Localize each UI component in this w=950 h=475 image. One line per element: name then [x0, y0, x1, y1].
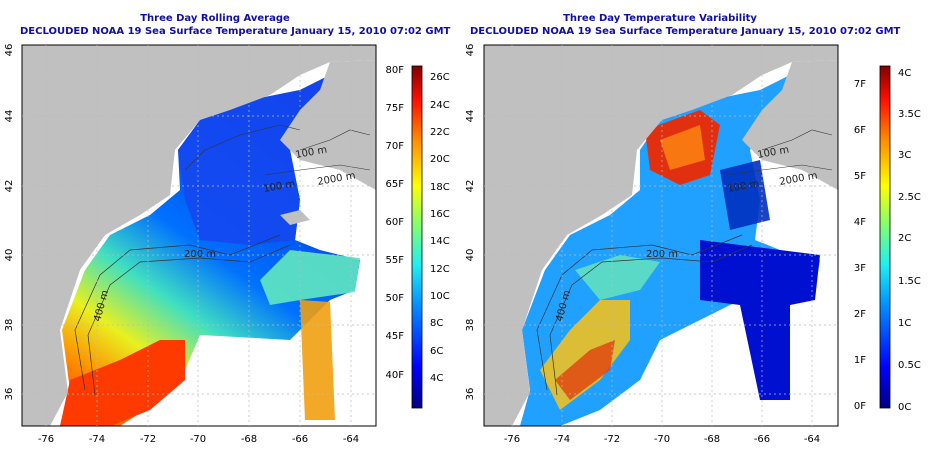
left-colorbar-c-label: 14C: [430, 236, 450, 247]
left-lon-tick: -72: [140, 434, 156, 445]
right-contour-label-100m-a: 100 m: [757, 145, 790, 161]
left-lat-tick: 40: [4, 249, 15, 262]
left-lat-tick: 38: [4, 319, 15, 332]
left-contour-label-200m: 200 m: [184, 249, 216, 260]
left-colorbar-f-label: 80F: [386, 65, 405, 76]
right-lat-tick: 40: [465, 249, 476, 262]
left-lon-tick: -70: [190, 434, 206, 445]
left-colorbar-f-label: 55F: [386, 255, 405, 266]
left-grid: [22, 45, 376, 426]
left-colorbar-c-label: 18C: [430, 182, 450, 193]
right-colorbar-c-label: 4C: [898, 68, 911, 79]
right-contour-label-200m: 200 m: [646, 249, 678, 260]
left-colorbar-f-label: 65F: [386, 179, 405, 190]
right-colorbar-f-label: 5F: [854, 171, 866, 182]
right-lon-tick: -66: [754, 434, 770, 445]
right-colorbar-c-label: 1.5C: [898, 276, 921, 287]
left-contour-label-100m-a: 100 m: [295, 145, 328, 161]
right-lon-tick: -68: [704, 434, 720, 445]
left-colorbar-f-label: 75F: [386, 103, 405, 114]
right-colorbar-f-label: 6F: [854, 125, 866, 136]
right-colorbar-c-label: 0.5C: [898, 360, 921, 371]
left-lon-tick: -74: [89, 434, 105, 445]
left-title: Three Day Rolling Average DECLOUDED NOAA…: [20, 12, 451, 38]
left-colorbar-c-label: 10C: [430, 291, 450, 302]
left-colorbar-c-label: 8C: [430, 318, 443, 329]
left-land: [22, 45, 376, 426]
left-title-line1: Three Day Rolling Average: [140, 13, 290, 24]
right-map-area: [484, 45, 838, 426]
right-title-line2: DECLOUDED NOAA 19 Sea Surface Temperatur…: [470, 26, 901, 37]
right-colorbar-f-label: 4F: [854, 217, 866, 228]
left-colorbar-c-label: 6C: [430, 346, 443, 357]
left-lat-tick: 44: [4, 110, 15, 123]
right-colorbar-f-label: 7F: [854, 79, 866, 90]
left-colorbar-c-label: 16C: [430, 209, 450, 220]
right-title: Three Day Temperature Variability DECLOU…: [470, 12, 901, 38]
right-colorbar-f-label: 0F: [854, 401, 866, 412]
left-colorbar-f-label: 70F: [386, 141, 405, 152]
left-lon-tick: -68: [241, 434, 257, 445]
right-lat-tick: 36: [465, 388, 476, 401]
right-colorbar-c-label: 3C: [898, 150, 911, 161]
left-lat-tick: 42: [4, 180, 15, 193]
left-lon-tick: -64: [343, 434, 359, 445]
right-lat-tick: 44: [465, 110, 476, 123]
right-contour-label-100m-b: 100 m: [727, 179, 760, 195]
right-colorbar: [879, 65, 891, 409]
left-lat-tick: 46: [4, 44, 15, 57]
left-colorbar-c-label: 26C: [430, 72, 450, 83]
right-lon-tick: -74: [554, 434, 570, 445]
right-colorbar-f-label: 3F: [854, 263, 866, 274]
left-contour-label-100m-b: 100 m: [263, 179, 296, 195]
right-colorbar-c-label: 1C: [898, 318, 911, 329]
left-colorbar-c-label: 20C: [430, 154, 450, 165]
left-colorbar-c-label: 22C: [430, 127, 450, 138]
right-lat-tick: 46: [465, 44, 476, 57]
right-colorbar-c-label: 0C: [898, 402, 911, 413]
left-colorbar-f-label: 40F: [386, 370, 405, 381]
right-lon-tick: -76: [504, 434, 520, 445]
left-colorbar-c-label: 24C: [430, 100, 450, 111]
right-land: [484, 45, 838, 426]
left-colorbar-c-label: 4C: [430, 373, 443, 384]
left-lon-tick: -66: [292, 434, 308, 445]
right-lat-tick: 38: [465, 319, 476, 332]
left-colorbar-f-label: 45F: [386, 331, 405, 342]
left-map-area: [22, 45, 376, 426]
right-lon-tick: -64: [804, 434, 820, 445]
left-colorbar: [411, 65, 423, 409]
right-colorbar-f-label: 1F: [854, 355, 866, 366]
right-lon-tick: -72: [604, 434, 620, 445]
left-colorbar-f-label: 50F: [386, 293, 405, 304]
left-colorbar-c-label: 12C: [430, 264, 450, 275]
left-title-line2: DECLOUDED NOAA 19 Sea Surface Temperatur…: [20, 26, 451, 37]
right-colorbar-f-label: 2F: [854, 309, 866, 320]
right-colorbar-c-label: 2C: [898, 233, 911, 244]
right-lon-tick: -70: [654, 434, 670, 445]
right-colorbar-c-label: 3.5C: [898, 109, 921, 120]
left-colorbar-f-label: 60F: [386, 217, 405, 228]
right-colorbar-c-label: 2.5C: [898, 192, 921, 203]
right-title-line1: Three Day Temperature Variability: [563, 13, 757, 24]
right-grid: [484, 45, 838, 426]
left-lat-tick: 36: [4, 388, 15, 401]
right-lat-tick: 42: [465, 180, 476, 193]
left-lon-tick: -76: [38, 434, 54, 445]
